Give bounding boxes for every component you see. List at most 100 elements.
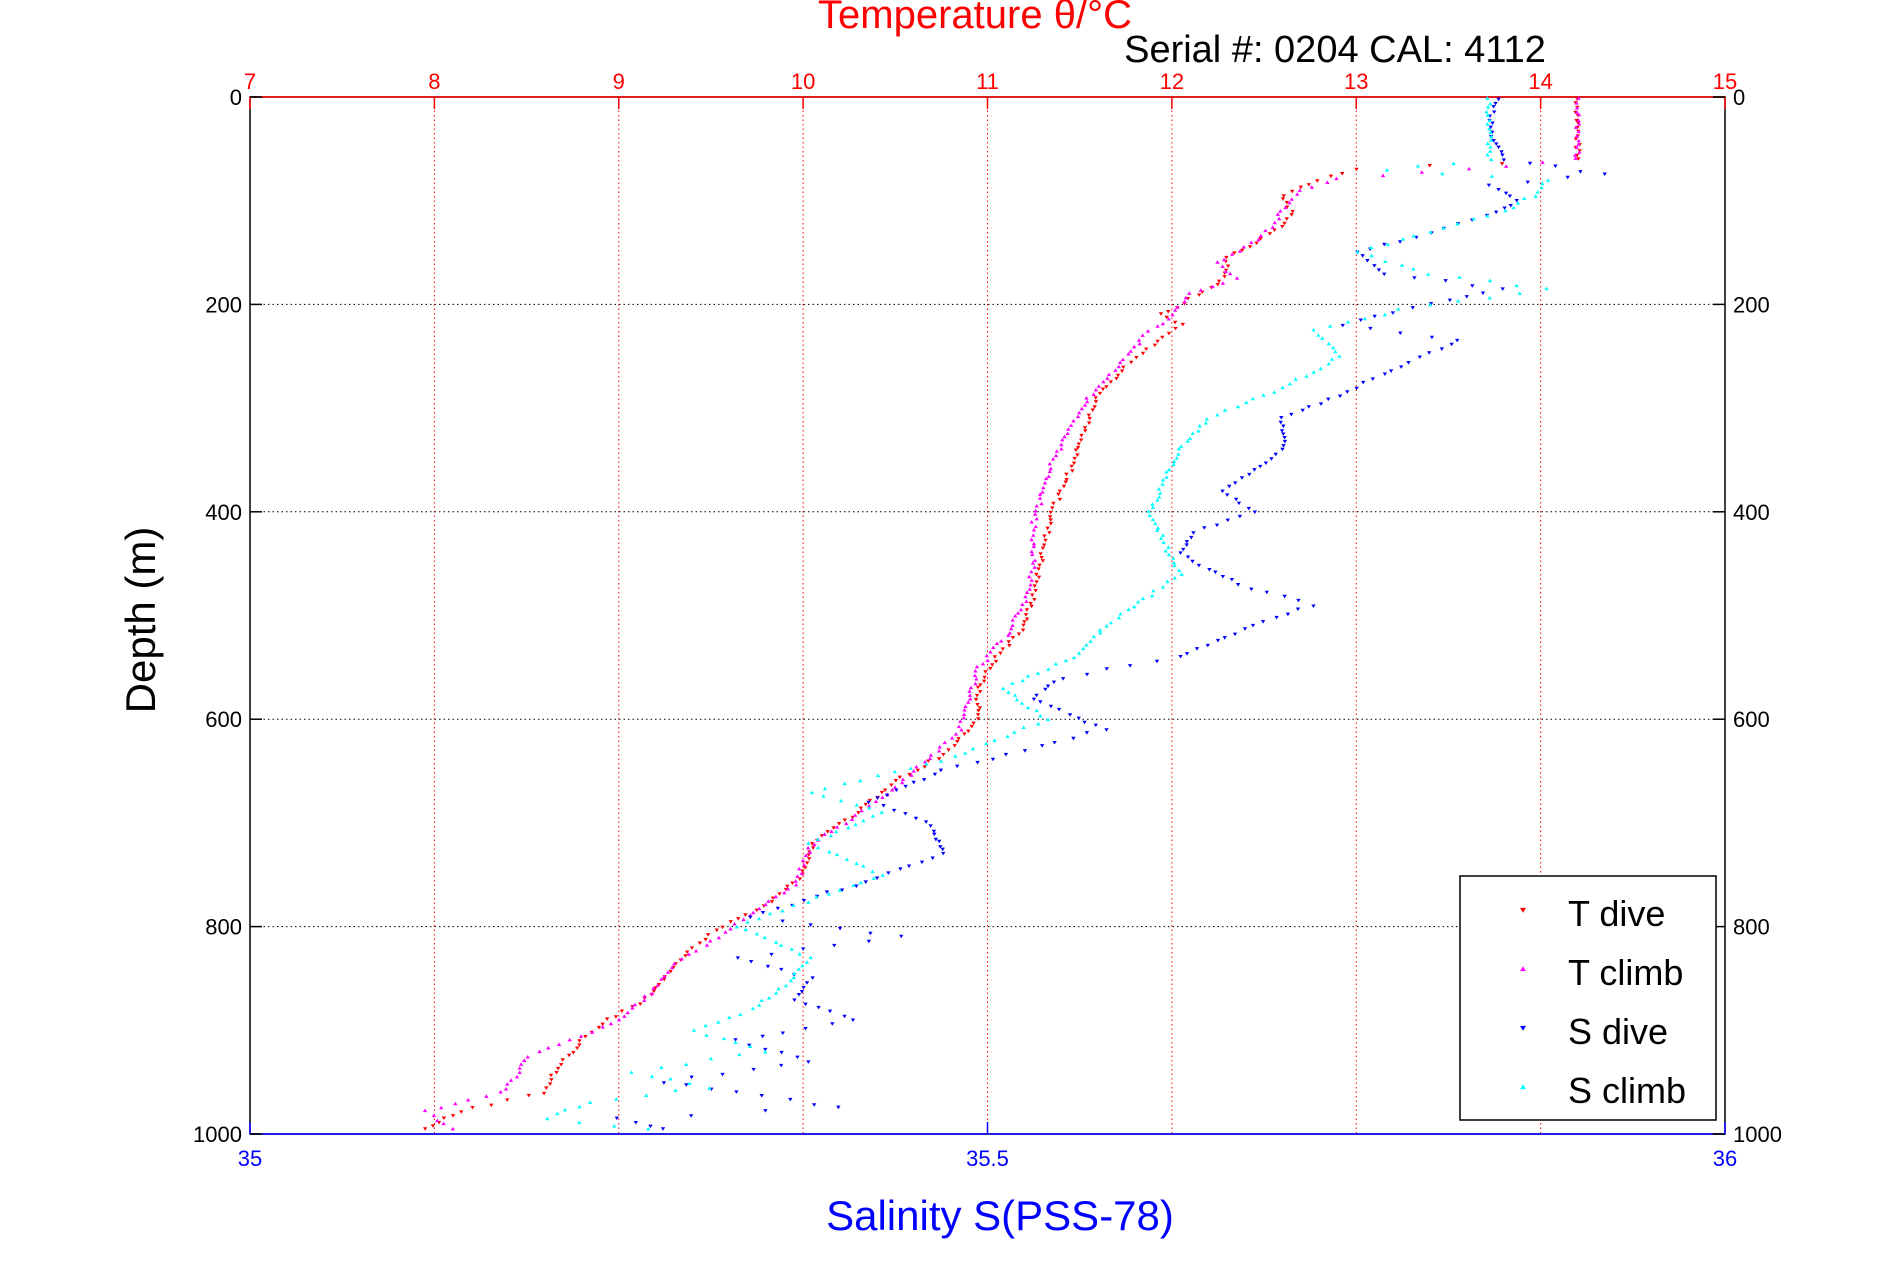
data-point — [1041, 543, 1047, 547]
data-point — [1043, 476, 1049, 481]
data-point — [1075, 446, 1081, 450]
data-point — [1489, 134, 1494, 139]
data-point — [893, 779, 899, 783]
data-point — [936, 839, 942, 844]
data-point — [1354, 386, 1359, 391]
data-point — [1274, 615, 1279, 620]
data-point — [1153, 521, 1158, 526]
data-point — [1502, 206, 1507, 211]
data-point — [1223, 269, 1229, 274]
data-point — [859, 808, 864, 813]
data-point — [686, 952, 692, 956]
data-point — [1076, 442, 1081, 447]
data-point — [517, 1066, 522, 1070]
data-point — [1171, 459, 1177, 464]
data-point — [824, 890, 830, 894]
data-point — [660, 1127, 666, 1131]
data-point — [949, 736, 955, 740]
series-t-climb — [422, 96, 1582, 1131]
data-point — [785, 884, 790, 889]
data-point — [866, 803, 872, 808]
data-point — [1076, 410, 1082, 415]
data-point — [1340, 323, 1345, 328]
data-point — [769, 952, 774, 957]
data-point — [763, 1047, 768, 1052]
data-point — [793, 882, 799, 887]
data-point — [1032, 598, 1037, 602]
temperature-tick-label: 14 — [1528, 69, 1552, 94]
data-point — [861, 818, 866, 823]
data-point — [1267, 232, 1273, 236]
data-point — [1020, 628, 1026, 632]
data-point — [763, 1109, 768, 1113]
data-point — [955, 739, 960, 744]
legend-box — [1459, 875, 1717, 1121]
temperature-tick-label: 15 — [1713, 69, 1737, 94]
data-point — [1160, 477, 1166, 482]
salinity-tick-label: 35 — [238, 1146, 262, 1171]
data-point — [1071, 655, 1077, 660]
data-point — [616, 1017, 622, 1022]
legend: T dive T climb S dive S climb — [1459, 875, 1717, 1121]
data-point — [1166, 467, 1172, 472]
data-point — [1360, 254, 1365, 258]
data-point — [1171, 560, 1176, 565]
data-point — [899, 934, 904, 939]
data-point — [1065, 431, 1070, 435]
data-point — [1078, 438, 1084, 443]
data-point — [871, 876, 877, 880]
data-point — [1155, 528, 1160, 532]
data-point — [748, 915, 753, 920]
data-point — [1045, 684, 1051, 689]
data-point — [1220, 489, 1225, 494]
data-point — [1084, 643, 1089, 647]
data-point — [1187, 436, 1193, 440]
data-point — [1244, 400, 1249, 405]
data-point — [801, 985, 806, 990]
data-point — [1164, 315, 1169, 320]
data-point — [1372, 314, 1377, 319]
data-point — [600, 1022, 605, 1027]
data-point — [1280, 385, 1285, 390]
data-point — [1220, 281, 1226, 285]
data-point — [1236, 501, 1242, 506]
data-point — [1281, 444, 1286, 448]
data-point — [1079, 433, 1084, 438]
salinity-tick-label: 36 — [1713, 1146, 1737, 1171]
data-point — [1426, 351, 1432, 355]
data-point — [1485, 214, 1490, 218]
data-point — [567, 1037, 572, 1042]
data-point — [1496, 187, 1501, 192]
data-point — [838, 798, 844, 803]
data-point — [1071, 736, 1076, 741]
chart-title: Temperature θ/°C — [818, 0, 1132, 37]
data-point — [1197, 293, 1202, 297]
data-point — [1235, 404, 1241, 409]
data-point — [1368, 245, 1374, 250]
data-point — [1048, 518, 1053, 522]
data-point — [955, 764, 960, 769]
data-point — [1164, 475, 1169, 479]
data-point — [1158, 536, 1164, 540]
data-point — [799, 990, 805, 994]
data-point — [1115, 373, 1121, 378]
data-point — [1419, 170, 1425, 174]
data-point — [1084, 672, 1090, 677]
data-point — [1318, 366, 1323, 371]
data-point — [644, 1093, 649, 1097]
data-point — [649, 1074, 655, 1078]
data-point — [973, 681, 978, 686]
data-point — [1406, 361, 1411, 365]
data-point — [1093, 396, 1098, 400]
data-point — [796, 866, 802, 871]
data-point — [1326, 341, 1331, 346]
data-point — [1180, 322, 1186, 327]
data-point — [1553, 164, 1558, 169]
data-point — [1113, 368, 1118, 372]
data-point — [1237, 249, 1243, 253]
data-point — [789, 947, 795, 951]
data-point — [1042, 534, 1047, 538]
data-point — [558, 1062, 564, 1067]
data-point — [1439, 347, 1445, 351]
data-point — [1280, 197, 1286, 201]
